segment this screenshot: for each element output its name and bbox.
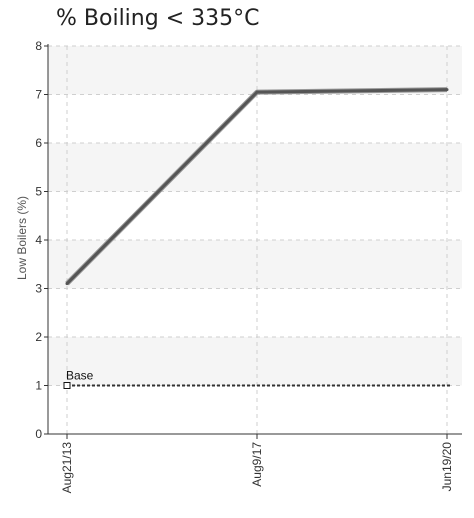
base-label: Base <box>66 369 94 383</box>
x-tick-label: Aug21/13 <box>60 442 74 494</box>
base-marker <box>63 382 71 389</box>
y-tick-label: 0 <box>35 427 42 441</box>
data-point <box>445 88 449 92</box>
data-point <box>255 90 259 94</box>
chart-title: % Boiling < 335°C <box>56 6 260 31</box>
background-band <box>48 337 462 386</box>
y-tick-label: 2 <box>35 330 42 344</box>
background-band <box>48 143 462 192</box>
x-tick-label: Aug9/17 <box>250 442 264 487</box>
y-tick-label: 3 <box>35 282 42 296</box>
y-tick-label: 1 <box>35 379 42 393</box>
y-tick-label: 4 <box>35 233 42 247</box>
x-tick-label: Jun19/20 <box>440 442 454 492</box>
y-axis-title: Low Boilers (%) <box>15 196 29 280</box>
data-point <box>65 282 69 286</box>
background-band <box>48 46 462 95</box>
y-tick-label: 8 <box>35 39 42 53</box>
background-band <box>48 240 462 289</box>
y-tick-label: 5 <box>35 185 42 199</box>
y-tick-label: 6 <box>35 136 42 150</box>
y-tick-label: 7 <box>35 88 42 102</box>
